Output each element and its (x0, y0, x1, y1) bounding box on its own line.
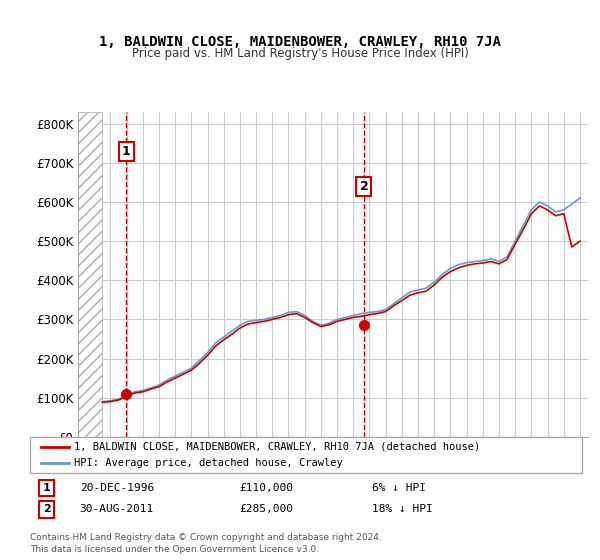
Text: 1, BALDWIN CLOSE, MAIDENBOWER, CRAWLEY, RH10 7JA (detached house): 1, BALDWIN CLOSE, MAIDENBOWER, CRAWLEY, … (74, 442, 481, 452)
Text: Contains HM Land Registry data © Crown copyright and database right 2024.: Contains HM Land Registry data © Crown c… (30, 533, 382, 543)
Text: Price paid vs. HM Land Registry's House Price Index (HPI): Price paid vs. HM Land Registry's House … (131, 46, 469, 60)
Text: 2: 2 (359, 180, 368, 193)
Text: £285,000: £285,000 (240, 505, 294, 514)
Bar (78, 112, 102, 437)
Text: £110,000: £110,000 (240, 483, 294, 493)
FancyBboxPatch shape (30, 437, 582, 473)
Text: 1: 1 (43, 483, 50, 493)
Text: 1: 1 (122, 144, 130, 157)
Text: This data is licensed under the Open Government Licence v3.0.: This data is licensed under the Open Gov… (30, 544, 319, 554)
Text: 20-DEC-1996: 20-DEC-1996 (80, 483, 154, 493)
Text: 6% ↓ HPI: 6% ↓ HPI (372, 483, 426, 493)
Text: 18% ↓ HPI: 18% ↓ HPI (372, 505, 433, 514)
Text: 2: 2 (43, 505, 50, 514)
Text: HPI: Average price, detached house, Crawley: HPI: Average price, detached house, Craw… (74, 458, 343, 468)
Text: 30-AUG-2011: 30-AUG-2011 (80, 505, 154, 514)
Text: 1, BALDWIN CLOSE, MAIDENBOWER, CRAWLEY, RH10 7JA: 1, BALDWIN CLOSE, MAIDENBOWER, CRAWLEY, … (99, 35, 501, 49)
